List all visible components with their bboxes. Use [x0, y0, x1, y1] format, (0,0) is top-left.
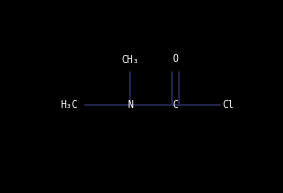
Text: N: N [127, 100, 133, 110]
Text: O: O [172, 54, 178, 64]
Text: Cl: Cl [222, 100, 234, 110]
Text: H₃C: H₃C [60, 100, 78, 110]
Text: CH₃: CH₃ [121, 55, 139, 65]
Text: C: C [172, 100, 178, 110]
